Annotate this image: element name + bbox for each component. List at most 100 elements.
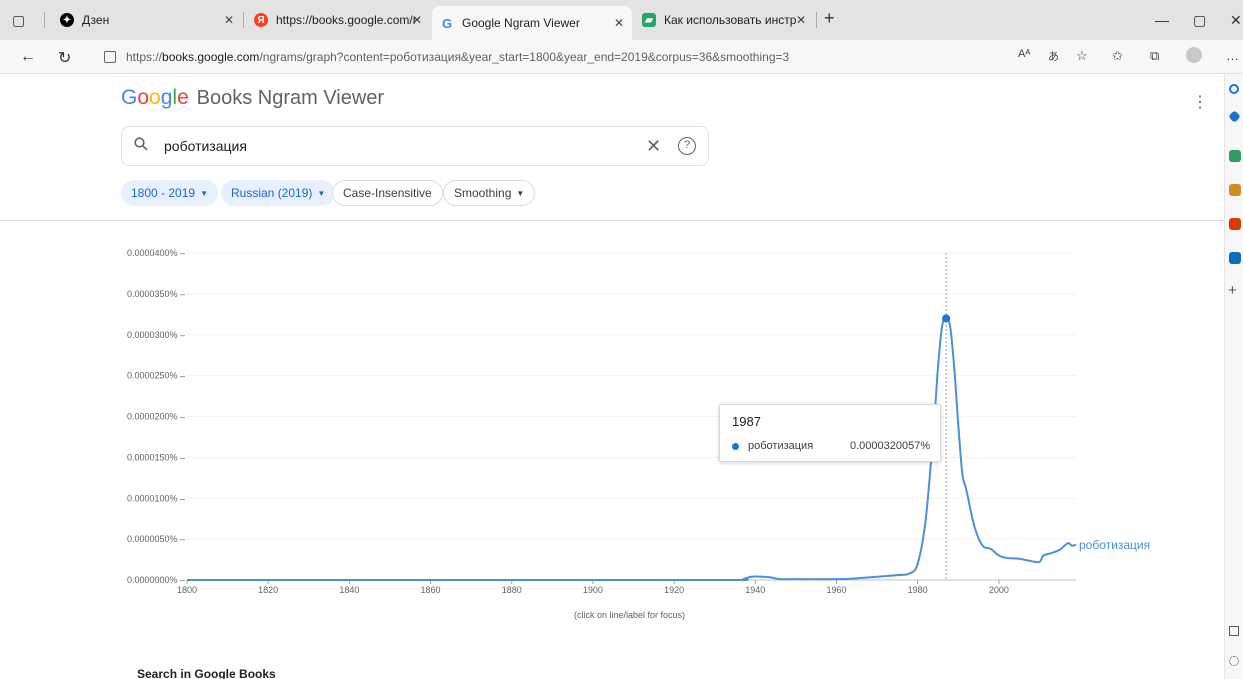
- series-color-dot-icon: [732, 443, 739, 450]
- sidebar-games-icon[interactable]: [1229, 184, 1241, 196]
- corpus-dropdown[interactable]: Russian (2019) ▼: [221, 180, 336, 206]
- sidebar-add-icon[interactable]: +: [1228, 282, 1237, 299]
- chevron-down-icon: ▼: [200, 188, 208, 198]
- close-icon[interactable]: ✕: [613, 16, 624, 30]
- y-tick-label: 0.0000350% –: [127, 289, 185, 299]
- x-axis: 1800 1820 1840 1860 1880 1900 1920 1940 1960 1980…: [177, 580, 1009, 595]
- case-insensitive-toggle[interactable]: Case-Insensitive: [332, 180, 443, 206]
- smoothing-label: Smoothing: [454, 186, 512, 200]
- x-tick-label: 1980: [908, 585, 928, 595]
- tab-separator: [816, 12, 817, 28]
- url-field[interactable]: https://books.google.com/ngrams/graph?co…: [104, 45, 1004, 69]
- refresh-icon[interactable]: ↻: [58, 50, 72, 67]
- sidebar-hide-icon[interactable]: [1229, 626, 1239, 636]
- smoothing-dropdown[interactable]: Smoothing ▼: [443, 180, 536, 206]
- x-tick-label: 1940: [745, 585, 765, 595]
- x-tick-label: 1820: [258, 585, 278, 595]
- browser-tab-strip: ▢ ✦ Дзен ✕ Я https://books.google.com/ng…: [0, 0, 1243, 40]
- clear-search-icon[interactable]: ✕: [646, 136, 662, 156]
- tab-ngram-viewer[interactable]: G Google Ngram Viewer ✕: [432, 6, 632, 40]
- ngram-logo[interactable]: Google Books Ngram Viewer: [121, 86, 384, 110]
- close-icon[interactable]: ✕: [223, 13, 234, 27]
- sidebar-settings-icon[interactable]: [1229, 656, 1239, 666]
- case-insensitive-label: Case-Insensitive: [343, 186, 432, 200]
- logo-text: Books Ngram Viewer: [196, 87, 385, 109]
- x-tick-label: 1920: [664, 585, 684, 595]
- url-host: books.google.com: [162, 50, 260, 64]
- url-path: /ngrams/graph?content=роботизация&year_s…: [259, 50, 790, 64]
- logo-letter: g: [160, 86, 173, 109]
- y-tick-label: 0.0000150% –: [127, 452, 185, 462]
- more-menu-icon[interactable]: …: [1226, 48, 1239, 63]
- chart-grid: [187, 252, 1076, 581]
- x-tick-label: 2000: [989, 585, 1009, 595]
- tab-how-to-use[interactable]: ▰ Как использовать инструмент г ✕: [634, 6, 814, 34]
- series-line-роботизация[interactable]: [187, 317, 1077, 582]
- article-favicon-icon: ▰: [642, 13, 656, 27]
- close-icon[interactable]: ✕: [795, 13, 806, 27]
- tab-books-google[interactable]: Я https://books.google.com/ngran ✕: [246, 6, 430, 34]
- tooltip-year: 1987: [732, 414, 761, 429]
- ngram-chart[interactable]: 0.0000000% – 0.0000050% – 0.0000100% – 0.00…: [0, 230, 1224, 630]
- logo-letter: e: [177, 86, 189, 109]
- sidebar-tools-icon[interactable]: [1229, 150, 1241, 162]
- year-range-dropdown[interactable]: 1800 - 2019 ▼: [121, 180, 218, 206]
- tab-dzen[interactable]: ✦ Дзен ✕: [52, 6, 242, 34]
- x-tick-label: 1800: [177, 585, 197, 595]
- translate-icon[interactable]: あ: [1048, 51, 1059, 63]
- y-tick-label: 0.0000300% –: [127, 330, 185, 340]
- window-close-icon[interactable]: ✕: [1230, 12, 1242, 28]
- restore-icon[interactable]: ▢: [1193, 12, 1207, 28]
- minimize-icon[interactable]: —: [1155, 12, 1169, 28]
- favorite-star-icon[interactable]: ☆: [1076, 48, 1088, 63]
- x-tick-label: 1900: [583, 585, 603, 595]
- sidebar-outlook-icon[interactable]: [1229, 252, 1241, 264]
- tab-title: https://books.google.com/ngran: [276, 13, 416, 27]
- logo-letter: l: [172, 86, 178, 109]
- tab-separator: [243, 12, 244, 28]
- tooltip-series-name: роботизация: [748, 440, 814, 452]
- page-info-icon[interactable]: [104, 51, 116, 63]
- y-tick-label: 0.0000250% –: [127, 371, 185, 381]
- search-in-books-heading: Search in Google Books: [137, 667, 276, 679]
- x-tick-label: 1840: [339, 585, 359, 595]
- y-axis: 0.0000000% – 0.0000050% – 0.0000100% – 0.00…: [127, 248, 185, 585]
- address-bar: ← ↻ https://books.google.com/ngrams/grap…: [0, 40, 1243, 74]
- favorites-list-icon[interactable]: ✩: [1112, 48, 1123, 63]
- sidebar-search-icon[interactable]: [1229, 84, 1239, 94]
- y-tick-label: 0.0000100% –: [127, 493, 185, 503]
- back-arrow-icon[interactable]: ←: [20, 48, 36, 65]
- tab-separator: [44, 12, 45, 28]
- new-tab-icon[interactable]: +: [824, 8, 835, 28]
- more-options-icon[interactable]: ⋮: [1192, 94, 1208, 111]
- google-favicon-icon: G: [441, 15, 453, 31]
- logo-letter: o: [149, 86, 161, 109]
- y-tick-label: 0.0000000% –: [127, 575, 185, 585]
- read-aloud-icon[interactable]: Aᴬ: [1018, 48, 1031, 60]
- close-icon[interactable]: ✕: [411, 13, 422, 27]
- x-tick-label: 1880: [502, 585, 522, 595]
- tab-actions-icon[interactable]: ▢: [12, 12, 26, 28]
- logo-letter: o: [137, 86, 150, 109]
- collections-icon[interactable]: ⧉: [1150, 48, 1160, 63]
- search-input[interactable]: [164, 135, 644, 157]
- y-tick-label: 0.0000200% –: [127, 412, 185, 422]
- profile-avatar-icon[interactable]: [1186, 47, 1202, 63]
- search-box: ✕ ?: [121, 126, 709, 166]
- sidebar-office-icon[interactable]: [1229, 218, 1241, 230]
- tab-title: Google Ngram Viewer: [462, 16, 580, 30]
- series-end-label[interactable]: роботизация: [1079, 538, 1150, 552]
- header-divider: [0, 220, 1224, 221]
- chart-tooltip: 1987 роботизация 0.0000320057%: [719, 404, 941, 462]
- year-range-label: 1800 - 2019: [131, 186, 196, 200]
- y-tick-label: 0.0000050% –: [127, 534, 185, 544]
- chart-hint: (click on line/label for focus): [574, 610, 686, 620]
- tab-title: Дзен: [82, 13, 110, 27]
- url-prefix: https://: [126, 50, 163, 64]
- chevron-down-icon: ▼: [516, 188, 525, 198]
- search-icon: [134, 137, 148, 151]
- sidebar-shopping-icon[interactable]: [1228, 110, 1241, 123]
- corpus-label: Russian (2019): [231, 186, 313, 200]
- y-tick-label: 0.0000400% –: [127, 248, 185, 258]
- help-icon[interactable]: ?: [678, 137, 696, 155]
